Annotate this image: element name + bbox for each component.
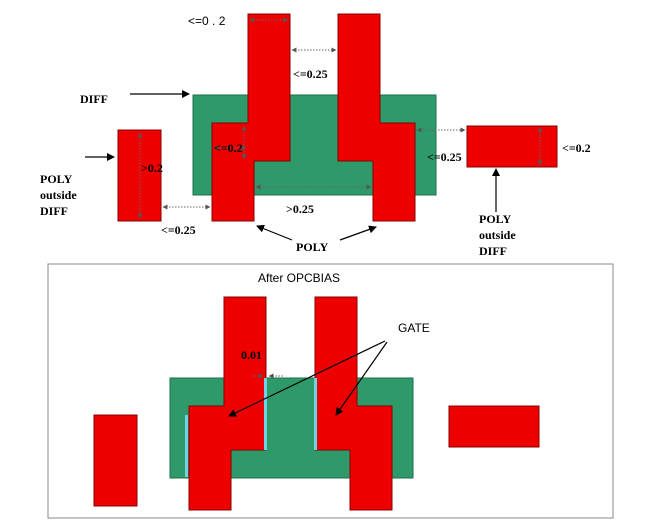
gate-sliver-mid-right (314, 378, 317, 450)
gate-sliver-mid-left (264, 378, 267, 450)
dim-right-gap: <=0.25 (427, 150, 462, 164)
bottom-layout: After OPCBIAS 0.01 GATE (47, 263, 614, 519)
dim-001: 0.01 (241, 348, 262, 362)
gate-sliver-left (185, 415, 188, 477)
poly-finger-right (337, 13, 416, 222)
dim-top-gap: <=0.25 (293, 67, 328, 81)
dim-bottom-gap: >0.25 (286, 202, 314, 216)
arrow-gate-right (335, 341, 388, 416)
top-layout: DIFF POLY outside DIFF POLY outside DIFF… (40, 13, 591, 258)
after-opcbias-title: After OPCBIAS (258, 271, 340, 285)
label-poly-outside-left-2: outside (40, 188, 77, 202)
dim-left-gap: <=0.25 (161, 223, 196, 237)
dim-left-inner: <=0.2 (214, 141, 243, 155)
label-poly-outside-right-3: DIFF (479, 244, 507, 258)
poly-finger-left-bottom (188, 296, 267, 511)
poly-finger-left (211, 13, 291, 222)
poly-finger-right-bottom (314, 296, 393, 511)
gate-label: GATE (398, 321, 430, 335)
arrow-poly-left (256, 224, 293, 241)
arrow-poly-right (339, 225, 377, 241)
poly-right-outside-rect (466, 125, 558, 168)
label-poly-outside-left-3: DIFF (40, 204, 68, 218)
label-poly: POLY (296, 240, 329, 254)
poly-right-outside-rect-bottom (448, 405, 540, 448)
dim-left-rect: >0.2 (141, 161, 163, 175)
dim-top-width: <=0 . 2 (188, 14, 226, 28)
label-diff: DIFF (80, 92, 108, 106)
label-poly-outside-right-1: POLY (479, 212, 512, 226)
label-poly-outside-right-2: outside (479, 228, 516, 242)
arrow-gate-left (228, 340, 386, 417)
dim-right-rect: <=0.2 (562, 141, 591, 155)
label-poly-outside-left-1: POLY (40, 172, 73, 186)
poly-left-outside-rect-bottom (93, 414, 138, 507)
